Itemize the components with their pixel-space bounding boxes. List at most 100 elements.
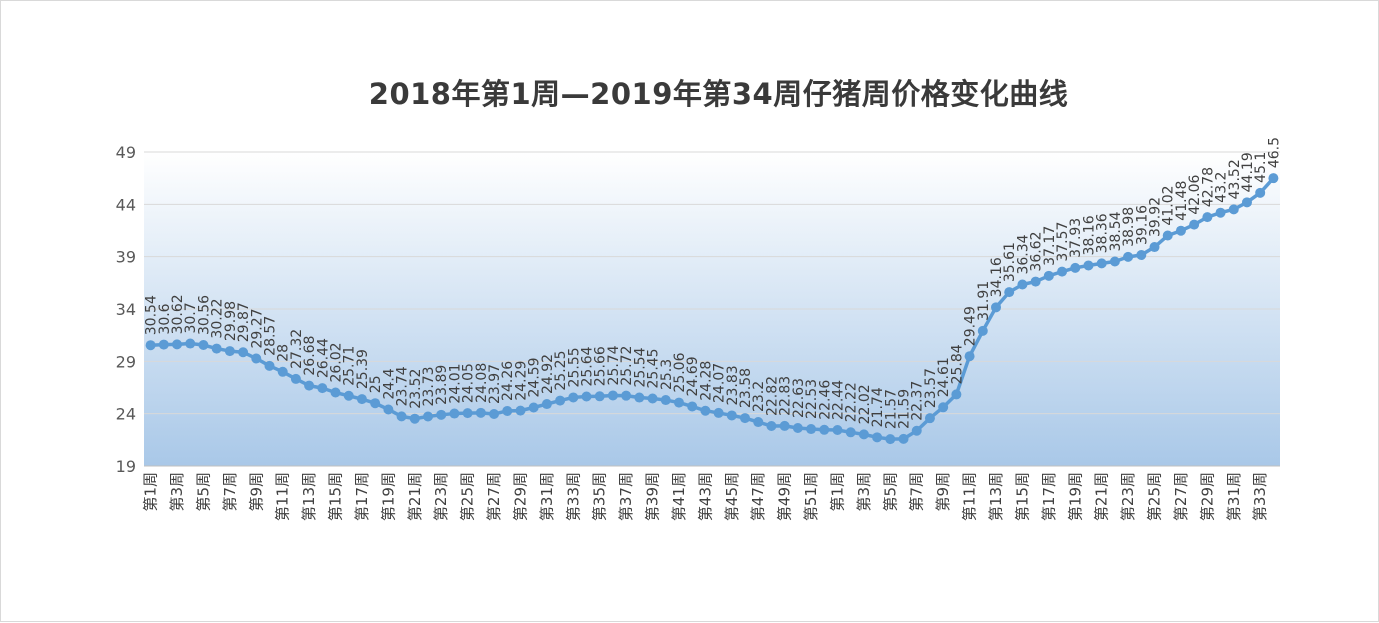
x-tick-label: 第41周 bbox=[670, 472, 688, 521]
data-label: 43.52 bbox=[1227, 159, 1243, 199]
data-point bbox=[1268, 173, 1279, 184]
data-point bbox=[766, 421, 777, 432]
x-tick-label: 第5周 bbox=[194, 472, 212, 512]
data-label: 42.06 bbox=[1187, 174, 1203, 214]
data-point bbox=[423, 411, 433, 422]
data-label: 22.53 bbox=[804, 379, 820, 419]
data-label: 42.78 bbox=[1200, 167, 1216, 207]
x-tick-label: 第13周 bbox=[987, 472, 1005, 521]
y-tick-label: 29 bbox=[116, 352, 136, 371]
data-point bbox=[898, 433, 909, 444]
data-label: 38.54 bbox=[1108, 211, 1124, 251]
data-label: 25.64 bbox=[580, 346, 596, 386]
x-tick-label: 第43周 bbox=[696, 472, 714, 521]
data-label: 25.06 bbox=[672, 352, 688, 392]
data-label: 29.27 bbox=[249, 308, 265, 348]
data-label: 28 bbox=[276, 344, 292, 362]
data-point bbox=[436, 409, 447, 420]
data-label: 44.19 bbox=[1240, 152, 1256, 192]
x-tick-label: 第3周 bbox=[168, 472, 186, 512]
data-label: 25.55 bbox=[566, 347, 582, 387]
data-label: 30.62 bbox=[170, 294, 186, 334]
data-label: 43.2 bbox=[1214, 172, 1230, 203]
data-label: 29.49 bbox=[963, 306, 979, 346]
data-point bbox=[1083, 260, 1094, 271]
data-label: 23.57 bbox=[923, 368, 939, 408]
x-tick-label: 第39周 bbox=[644, 472, 662, 521]
data-point bbox=[528, 402, 539, 413]
data-point bbox=[449, 408, 460, 419]
data-label: 21.74 bbox=[870, 387, 886, 427]
x-tick-label: 第7周 bbox=[221, 472, 239, 512]
data-point bbox=[924, 413, 935, 424]
data-point bbox=[211, 343, 222, 354]
y-tick-label: 39 bbox=[116, 248, 136, 267]
data-point bbox=[1136, 249, 1147, 260]
data-labels: 30.5430.630.6230.730.5630.2229.9829.8729… bbox=[144, 137, 1283, 429]
data-point bbox=[779, 420, 790, 431]
x-axis: 第1周 第3周 第5周 第7周 第9周 第11周 第13周 第15周 第17周 第19周 第21周第… bbox=[142, 465, 1280, 521]
data-label: 26.44 bbox=[315, 338, 331, 378]
data-label: 30.56 bbox=[196, 295, 212, 335]
x-tick-label: 第13周 bbox=[300, 472, 318, 521]
x-tick-label: 第47周 bbox=[749, 472, 767, 521]
x-tick-label: 第29周 bbox=[511, 472, 529, 521]
data-point bbox=[594, 391, 605, 402]
data-label: 34.16 bbox=[989, 257, 1005, 297]
data-label: 24.05 bbox=[461, 363, 477, 403]
data-point bbox=[396, 411, 407, 422]
data-point bbox=[991, 302, 1001, 313]
data-label: 23.83 bbox=[725, 365, 741, 405]
data-label: 22.02 bbox=[857, 384, 873, 424]
data-point bbox=[1123, 251, 1134, 262]
data-label: 38.36 bbox=[1095, 213, 1111, 253]
data-label: 30.22 bbox=[210, 298, 226, 338]
data-point bbox=[462, 408, 473, 419]
x-tick-label: 第5周 bbox=[881, 472, 899, 512]
data-label: 41.48 bbox=[1174, 181, 1190, 221]
data-point bbox=[581, 391, 592, 402]
x-tick-label: 第23周 bbox=[1119, 472, 1137, 521]
x-tick-label: 第35周 bbox=[591, 472, 609, 521]
data-label: 25.71 bbox=[342, 346, 358, 386]
data-label: 36.62 bbox=[1029, 231, 1045, 271]
x-tick-label: 第23周 bbox=[432, 472, 450, 521]
data-label: 39.16 bbox=[1134, 205, 1150, 245]
data-point bbox=[634, 392, 645, 403]
data-point bbox=[1162, 230, 1173, 241]
data-point bbox=[819, 424, 830, 435]
x-tick-label: 第3周 bbox=[855, 472, 873, 512]
data-point bbox=[753, 417, 764, 428]
data-point bbox=[1109, 256, 1120, 267]
data-label: 22.46 bbox=[817, 380, 833, 420]
data-points bbox=[145, 173, 1279, 445]
data-label: 23.2 bbox=[751, 381, 767, 412]
x-tick-label: 第31周 bbox=[538, 472, 556, 521]
data-point bbox=[713, 407, 724, 418]
data-point bbox=[938, 402, 949, 413]
data-label: 25.25 bbox=[553, 350, 569, 390]
x-tick-label: 第25周 bbox=[459, 472, 477, 521]
data-point bbox=[370, 398, 381, 409]
data-point bbox=[872, 432, 883, 443]
data-label: 38.16 bbox=[1081, 215, 1097, 255]
data-point bbox=[1096, 258, 1107, 269]
data-point bbox=[502, 405, 513, 416]
data-label: 22.44 bbox=[830, 380, 846, 420]
data-label: 24.69 bbox=[685, 356, 701, 396]
data-point bbox=[383, 404, 394, 415]
data-label: 30.54 bbox=[144, 295, 160, 335]
y-tick-label: 34 bbox=[116, 300, 136, 319]
data-point bbox=[158, 339, 169, 350]
data-label: 24.01 bbox=[447, 363, 463, 403]
data-point bbox=[647, 393, 658, 404]
x-tick-label: 第27周 bbox=[485, 472, 503, 521]
data-label: 35.61 bbox=[1002, 242, 1018, 282]
data-label: 30.7 bbox=[183, 302, 199, 333]
data-point bbox=[1189, 219, 1200, 230]
data-label: 39.92 bbox=[1148, 197, 1164, 237]
data-point bbox=[264, 360, 275, 371]
data-label: 31.91 bbox=[976, 281, 992, 321]
